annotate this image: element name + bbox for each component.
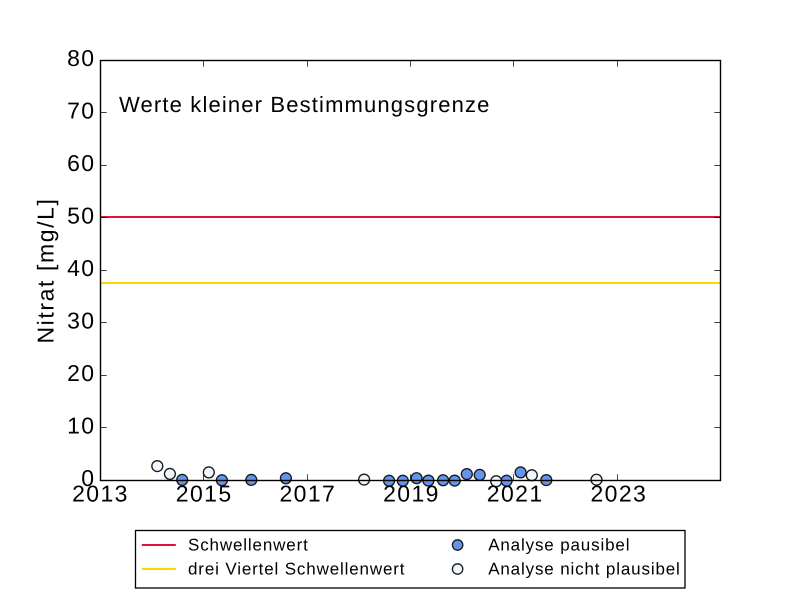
- svg-text:Analyse pausibel: Analyse pausibel: [488, 535, 630, 554]
- svg-text:10: 10: [67, 413, 95, 439]
- svg-text:40: 40: [67, 255, 95, 281]
- svg-text:50: 50: [67, 203, 95, 229]
- svg-text:Nitrat [mg/L]: Nitrat [mg/L]: [33, 197, 59, 343]
- svg-text:20: 20: [67, 360, 95, 386]
- svg-text:drei Viertel Schwellenwert: drei Viertel Schwellenwert: [188, 559, 405, 578]
- svg-text:80: 80: [67, 45, 95, 71]
- svg-text:2021: 2021: [487, 481, 544, 507]
- svg-text:0: 0: [81, 465, 95, 491]
- svg-text:Werte kleiner Bestimmungsgrenz: Werte kleiner Bestimmungsgrenze: [119, 92, 491, 117]
- svg-text:Analyse nicht plausibel: Analyse nicht plausibel: [488, 559, 681, 578]
- svg-text:Schwellenwert: Schwellenwert: [188, 535, 309, 554]
- svg-text:2019: 2019: [383, 481, 440, 507]
- svg-text:2013: 2013: [72, 481, 129, 507]
- svg-text:30: 30: [67, 308, 95, 334]
- svg-text:70: 70: [67, 98, 95, 124]
- svg-text:2017: 2017: [279, 481, 336, 507]
- svg-text:2015: 2015: [176, 481, 233, 507]
- svg-text:2023: 2023: [590, 481, 647, 507]
- svg-text:60: 60: [67, 150, 95, 176]
